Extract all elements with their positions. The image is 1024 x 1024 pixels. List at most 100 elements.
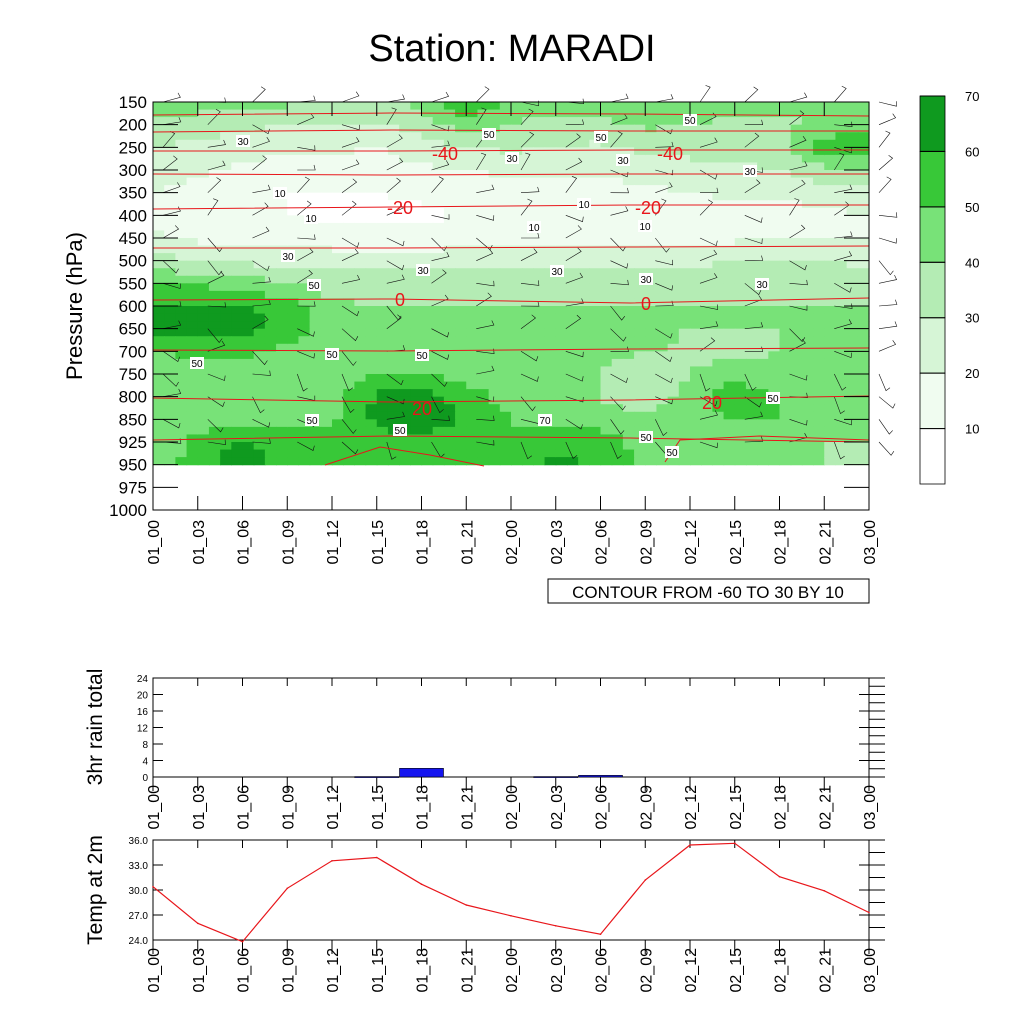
field-cell [466,170,479,179]
field-cell [824,102,837,111]
field-cell [466,336,479,345]
field-cell [835,207,848,216]
wind-barb [386,441,397,460]
field-cell [399,238,411,247]
field-cell [477,283,490,292]
field-cell [857,457,870,466]
field-cell [667,253,680,262]
field-cell [399,124,411,133]
field-cell [287,192,300,201]
field-cell [723,396,736,405]
field-cell [332,283,344,292]
field-cell [186,449,199,458]
field-cell [399,268,411,277]
field-cell [634,139,646,148]
field-cell [734,102,747,111]
field-cell [153,411,165,420]
field-cell [634,396,646,405]
field-cell [443,260,456,269]
field-cell [578,154,590,164]
wind-barb [386,396,405,405]
field-cell [477,321,490,330]
field-cell [600,411,613,420]
field-cell [432,306,445,315]
field-cell [298,238,311,247]
field-cell [813,222,825,232]
field-cell [320,200,333,209]
field-cell [421,230,434,239]
field-cell [443,238,456,247]
field-cell [801,192,814,201]
field-cell [175,442,188,451]
field-cell [153,419,165,428]
field-cell [153,434,165,443]
field-cell [499,245,512,254]
field-cell [197,396,210,405]
field-cell [197,381,210,390]
field-cell [376,321,389,330]
field-cell [488,336,501,345]
field-cell [153,268,165,277]
field-cell [611,351,624,360]
x-tick-label: 01_18 [415,785,432,830]
field-cell [264,177,277,186]
field-cell [376,154,389,164]
field-cell [343,185,355,194]
field-cell [522,132,534,141]
field-cell [690,328,702,337]
field-cell [264,132,277,141]
field-cell [208,343,221,352]
field-cell [734,117,747,126]
field-cell [399,215,411,224]
field-cell [343,200,355,209]
field-cell [242,298,255,307]
field-cell [208,306,221,315]
field-cell [757,374,769,383]
field-cell [354,275,367,284]
temp-point [644,879,647,881]
field-cell [153,396,165,405]
wind-barb [789,136,807,148]
field-cell [511,328,523,337]
field-cell [555,147,568,156]
field-cell [757,321,769,330]
field-cell [824,366,837,375]
field-cell [320,102,333,111]
field-cell [298,253,311,262]
field-cell [455,290,467,300]
field-cell [399,290,411,300]
field-cell [589,245,602,254]
isotherm-line [152,435,870,443]
field-cell [220,245,232,254]
field-cell [600,381,613,390]
field-cell [276,404,288,413]
field-cell [723,419,736,428]
field-cell [533,154,546,164]
field-cell [253,328,266,337]
field-cell [768,283,781,292]
wind-barb [789,92,808,103]
field-cell [365,343,378,352]
wind-barb [610,279,629,286]
wind-barb [207,419,224,433]
field-cell [197,283,210,292]
field-cell [298,268,311,277]
field-cell [857,351,870,360]
wind-barb [207,160,226,171]
field-cell [276,162,288,171]
field-cell [376,260,389,269]
field-cell [511,449,523,458]
field-cell [511,147,523,156]
field-cell [779,404,792,413]
field-cell [600,207,613,216]
y-tick-label: 850 [119,410,147,429]
field-cell [309,358,322,368]
field-cell [566,404,579,413]
field-cell [365,442,378,451]
field-cell [488,192,501,201]
field-cell [477,358,490,368]
speed-label: 50 [483,130,495,141]
field-cell [656,290,669,300]
field-cell [734,283,747,292]
field-cell [320,192,333,201]
